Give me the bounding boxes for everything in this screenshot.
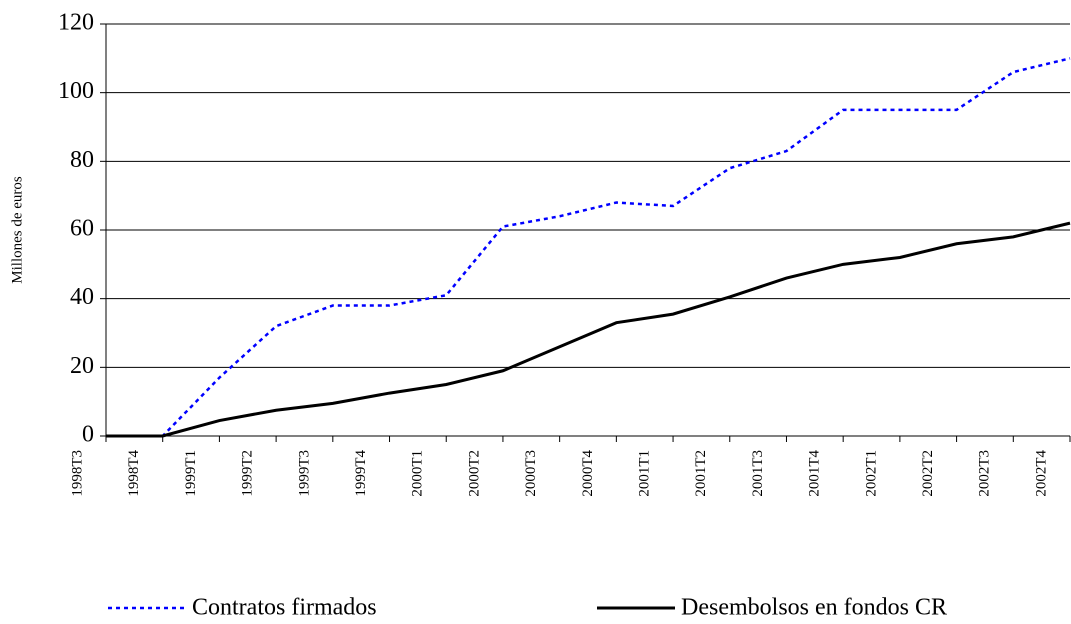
x-tick-label: 2002T1 [863, 450, 879, 497]
x-tick-label: 1998T3 [69, 450, 85, 497]
x-tick-label: 2001T1 [636, 450, 652, 497]
legend-label: Contratos firmados [192, 595, 377, 621]
x-tick-label: 2000T1 [410, 450, 426, 497]
x-tick-label: 2001T2 [693, 450, 709, 497]
y-tick-label: 100 [58, 78, 94, 104]
y-tick-label: 0 [82, 422, 94, 448]
x-tick-label: 2000T3 [523, 450, 539, 497]
series-line [106, 221, 1071, 438]
x-tick-label: 2002T3 [977, 450, 993, 497]
y-tick-label: 60 [70, 216, 94, 242]
x-tick-label: 1999T4 [353, 450, 369, 497]
x-tick-label: 2000T4 [580, 450, 596, 497]
x-tick-label: 2002T2 [920, 450, 936, 497]
y-tick-label: 20 [70, 353, 94, 379]
x-tick-label: 1999T1 [183, 450, 199, 497]
legend-label: Desembolsos en fondos CR [681, 595, 947, 621]
x-tick-label: 2001T3 [750, 450, 766, 497]
y-tick-label: 40 [70, 284, 94, 310]
x-tick-label: 1998T4 [126, 450, 142, 497]
x-tick-label: 2002T4 [1033, 450, 1049, 497]
x-tick-label: 1999T2 [240, 450, 256, 497]
x-tick-label: 2000T2 [466, 450, 482, 497]
series-line [106, 57, 1071, 438]
y-axis-label: Millones de euros [9, 176, 25, 284]
x-tick-label: 2001T4 [807, 450, 823, 497]
y-tick-label: 120 [58, 10, 94, 36]
y-tick-label: 80 [70, 147, 94, 173]
x-tick-label: 1999T3 [296, 450, 312, 497]
